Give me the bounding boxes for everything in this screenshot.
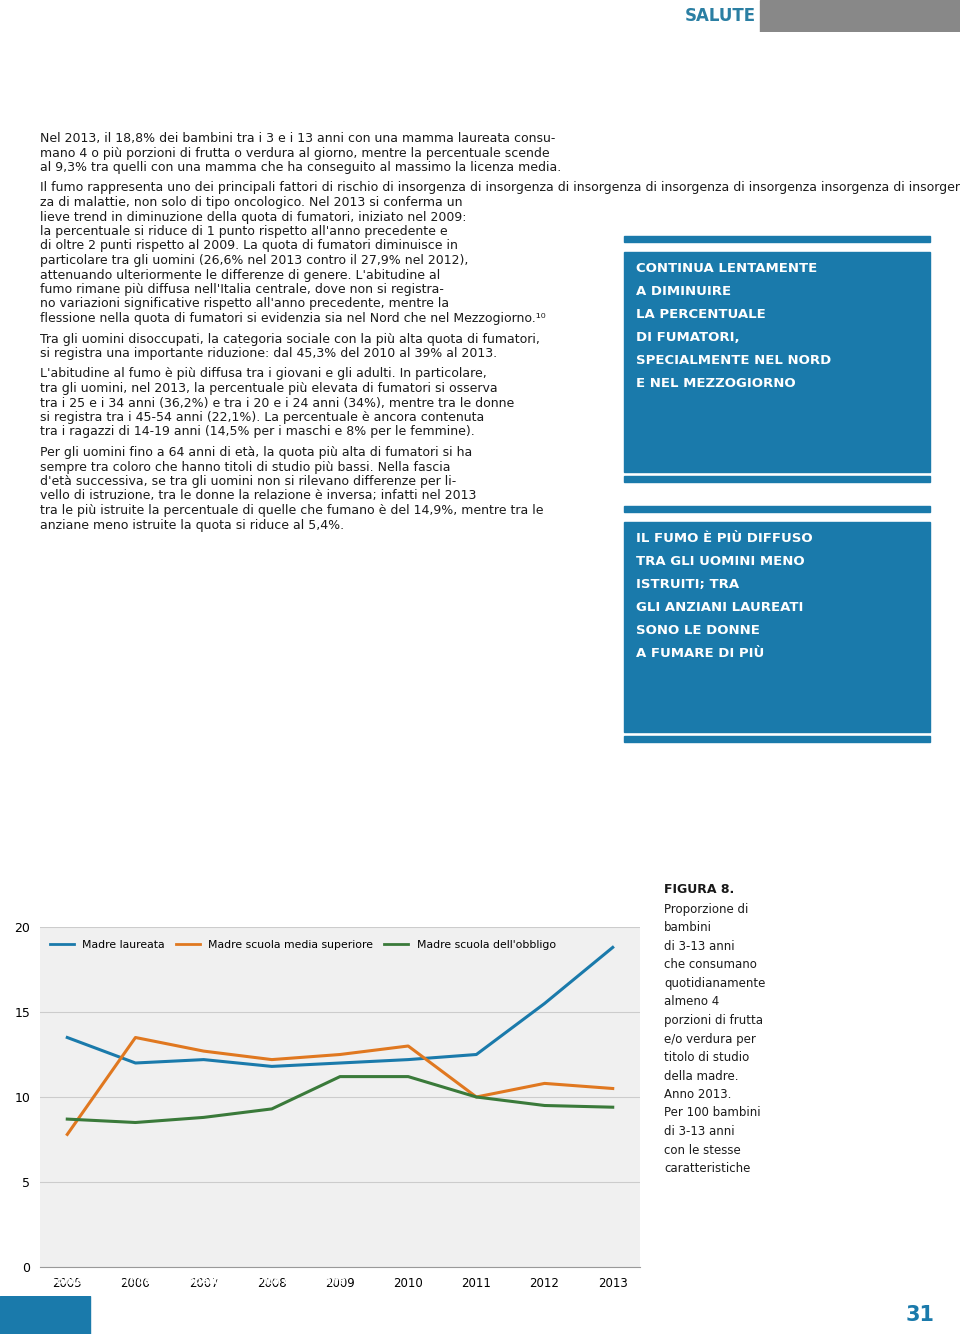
Text: tra i 25 e i 34 anni (36,2%) e tra i 20 e i 24 anni (34%), mentre tra le donne: tra i 25 e i 34 anni (36,2%) e tra i 20 … [40, 396, 515, 410]
Bar [624, 522, 930, 732]
Text: la percentuale si riduce di 1 punto rispetto all'anno precedente e: la percentuale si riduce di 1 punto risp… [40, 225, 447, 237]
Text: fumo rimane più diffusa nell'Italia centrale, dove non si registra-: fumo rimane più diffusa nell'Italia cent… [40, 283, 444, 296]
Text: FIGURA 8.: FIGURA 8. [664, 883, 734, 896]
Text: tra gli uomini, nel 2013, la percentuale più elevata di fumatori si osserva: tra gli uomini, nel 2013, la percentuale… [40, 382, 497, 395]
Bar [624, 252, 930, 472]
Text: Tra gli uomini disoccupati, la categoria sociale con la più alta quota di fumato: Tra gli uomini disoccupati, la categoria… [40, 332, 540, 346]
Text: Nel 2013, il 18,8% dei bambini tra i 3 e i 13 anni con una mamma laureata consu-: Nel 2013, il 18,8% dei bambini tra i 3 e… [40, 132, 556, 145]
Text: particolare tra gli uomini (26,6% nel 2013 contro il 27,9% nel 2012),: particolare tra gli uomini (26,6% nel 20… [40, 253, 468, 267]
Text: IL FUMO È PIÙ DIFFUSO
TRA GLI UOMINI MENO
ISTRUITI; TRA
GLI ANZIANI LAUREATI
SON: IL FUMO È PIÙ DIFFUSO TRA GLI UOMINI MEN… [636, 532, 812, 660]
Text: vello di istruzione, tra le donne la relazione è inversa; infatti nel 2013: vello di istruzione, tra le donne la rel… [40, 490, 476, 503]
Text: Per gli uomini fino a 64 anni di età, la quota più alta di fumatori si ha: Per gli uomini fino a 64 anni di età, la… [40, 446, 472, 459]
Text: 31: 31 [905, 1305, 934, 1325]
Text: tra i ragazzi di 14-19 anni (14,5% per i maschi e 8% per le femmine).: tra i ragazzi di 14-19 anni (14,5% per i… [40, 426, 475, 439]
Text: L'abitudine al fumo è più diffusa tra i giovani e gli adulti. In particolare,: L'abitudine al fumo è più diffusa tra i … [40, 367, 487, 380]
Text: attenuando ulteriormente le differenze di genere. L'abitudine al: attenuando ulteriormente le differenze d… [40, 268, 441, 281]
Legend: Madre laureata, Madre scuola media superiore, Madre scuola dell'obbligo: Madre laureata, Madre scuola media super… [45, 936, 560, 955]
Text: Il fumo rappresenta uno dei principali fattori di rischio di insorgenza di insor: Il fumo rappresenta uno dei principali f… [40, 181, 960, 195]
Text: anziane meno istruite la quota si riduce al 5,4%.: anziane meno istruite la quota si riduce… [40, 519, 344, 531]
Text: Proporzione di
bambini
di 3-13 anni
che consumano
quotidianamente
almeno 4
porzi: Proporzione di bambini di 3-13 anni che … [664, 903, 765, 1175]
Bar [624, 236, 930, 241]
Text: si registra una importante riduzione: dal 45,3% del 2010 al 39% al 2013.: si registra una importante riduzione: da… [40, 347, 497, 360]
Text: LE MAMME LAUREATE DANNO PIÙ FRUTTA E VERDURA AI BAMBINI: LE MAMME LAUREATE DANNO PIÙ FRUTTA E VER… [54, 895, 516, 907]
Text: CONTINUA LENTAMENTE
A DIMINUIRE
LA PERCENTUALE
DI FUMATORI,
SPECIALMENTE NEL NOR: CONTINUA LENTAMENTE A DIMINUIRE LA PERCE… [636, 261, 831, 390]
Bar [624, 736, 930, 742]
Text: SALUTE: SALUTE [684, 7, 756, 25]
Text: za di malattie, non solo di tipo oncologico. Nel 2013 si conferma un: za di malattie, non solo di tipo oncolog… [40, 196, 463, 209]
Text: si registra tra i 45-54 anni (22,1%). La percentuale è ancora contenuta: si registra tra i 45-54 anni (22,1%). La… [40, 411, 484, 424]
Text: al 9,3% tra quelli con una mamma che ha conseguito al massimo la licenza media.: al 9,3% tra quelli con una mamma che ha … [40, 161, 562, 173]
Bar [760, 0, 960, 32]
Text: Fonte: Istat, Indagine Aspetti della vita quotidiana: Fonte: Istat, Indagine Aspetti della vit… [50, 1277, 346, 1286]
Bar [624, 506, 930, 512]
Text: no variazioni significative rispetto all'anno precedente, mentre la: no variazioni significative rispetto all… [40, 297, 449, 311]
Text: d'età successiva, se tra gli uomini non si rilevano differenze per li-: d'età successiva, se tra gli uomini non … [40, 475, 456, 488]
Text: tra le più istruite la percentuale di quelle che fumano è del 14,9%, mentre tra : tra le più istruite la percentuale di qu… [40, 504, 543, 518]
Text: flessione nella quota di fumatori si evidenzia sia nel Nord che nel Mezzogiorno.: flessione nella quota di fumatori si evi… [40, 312, 545, 325]
Text: sempre tra coloro che hanno titoli di studio più bassi. Nella fascia: sempre tra coloro che hanno titoli di st… [40, 460, 450, 474]
Bar [624, 476, 930, 482]
Text: lieve trend in diminuzione della quota di fumatori, iniziato nel 2009:: lieve trend in diminuzione della quota d… [40, 211, 467, 224]
Text: di oltre 2 punti rispetto al 2009. La quota di fumatori diminuisce in: di oltre 2 punti rispetto al 2009. La qu… [40, 240, 458, 252]
Bar [0, 1297, 90, 1334]
Text: mano 4 o più porzioni di frutta o verdura al giorno, mentre la percentuale scend: mano 4 o più porzioni di frutta o verdur… [40, 147, 550, 160]
